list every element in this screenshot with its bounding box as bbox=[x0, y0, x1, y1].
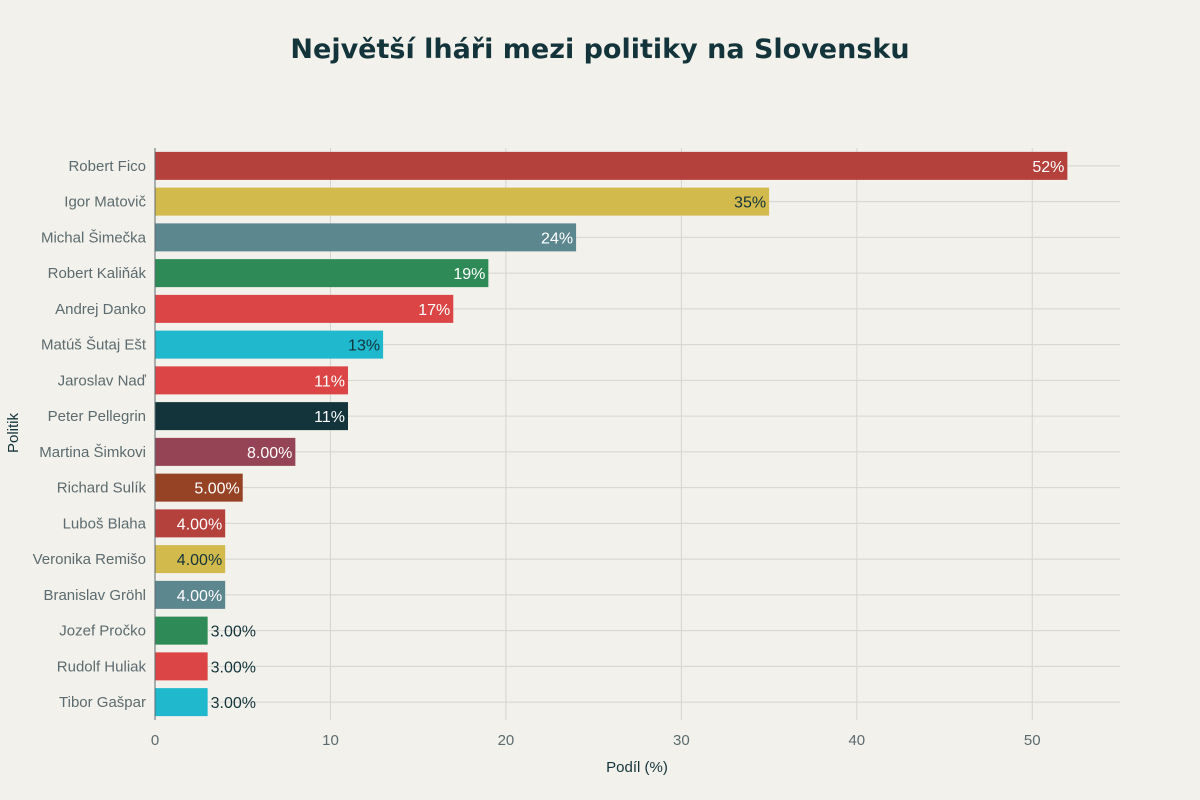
data-label: 52% bbox=[1032, 159, 1064, 176]
data-label: 11% bbox=[314, 409, 345, 426]
data-label: 4.00% bbox=[177, 552, 222, 569]
data-label: 11% bbox=[314, 373, 345, 390]
data-label: 19% bbox=[453, 266, 485, 283]
data-label: 35% bbox=[734, 195, 766, 212]
y-tick-label: Michal Šimečka bbox=[41, 229, 147, 246]
bars bbox=[155, 151, 1068, 717]
bar bbox=[155, 509, 226, 538]
y-axis-title: Politik bbox=[5, 412, 22, 453]
y-tick-label: Robert Fico bbox=[68, 158, 146, 175]
bar bbox=[155, 580, 226, 609]
bar bbox=[155, 187, 770, 216]
bar bbox=[155, 652, 208, 681]
bar bbox=[155, 259, 489, 288]
data-label: 24% bbox=[541, 230, 573, 247]
bar bbox=[155, 545, 226, 574]
x-tick-label: 10 bbox=[322, 732, 339, 749]
x-axis-title: Podíl (%) bbox=[606, 759, 668, 776]
y-tick-label: Richard Sulík bbox=[57, 480, 147, 497]
y-tick-label: Jaroslav Naď bbox=[58, 372, 147, 389]
y-tick-label: Veronika Remišo bbox=[33, 551, 146, 568]
y-tick-label: Jozef Pročko bbox=[59, 623, 146, 640]
y-tick-label: Andrej Danko bbox=[55, 301, 146, 318]
bar bbox=[155, 151, 1068, 180]
bar bbox=[155, 294, 454, 323]
y-tick-label: Robert Kaliňák bbox=[48, 265, 147, 282]
bar bbox=[155, 437, 296, 466]
data-label: 8.00% bbox=[247, 445, 292, 462]
bar bbox=[155, 688, 208, 717]
bar bbox=[155, 402, 348, 431]
y-tick-labels: Robert Fico Igor Matovič Michal Šimečka Rob… bbox=[33, 158, 147, 711]
chart-title: Největší lháři mezi politiky na Slovensk… bbox=[290, 34, 909, 65]
y-tick-label: Matúš Šutaj Ešt bbox=[41, 337, 147, 354]
data-label: 3.00% bbox=[211, 659, 256, 676]
y-tick-label: Rudolf Huliak bbox=[57, 658, 147, 675]
y-tick-label: Tibor Gašpar bbox=[59, 694, 146, 711]
bar bbox=[155, 223, 577, 252]
x-tick-label: 50 bbox=[1024, 732, 1041, 749]
bar bbox=[155, 473, 243, 502]
y-tick-label: Branislav Gröhl bbox=[43, 587, 146, 604]
y-tick-label: Martina Šimkovi bbox=[39, 444, 146, 461]
x-tick-labels: 0 10 20 30 40 50 bbox=[151, 732, 1041, 749]
x-tick-label: 20 bbox=[498, 732, 515, 749]
data-label: 4.00% bbox=[177, 588, 222, 605]
data-label: 17% bbox=[418, 302, 450, 319]
y-tick-label: Igor Matovič bbox=[64, 194, 146, 211]
y-tick-label: Peter Pellegrin bbox=[48, 408, 146, 425]
x-tick-label: 30 bbox=[673, 732, 690, 749]
x-tick-label: 40 bbox=[848, 732, 865, 749]
data-label: 5.00% bbox=[194, 481, 239, 498]
data-label: 4.00% bbox=[177, 516, 222, 533]
data-labels: 52% 35% 24% 19% 17% 13% 11% 11% 8.00% 5.00% 4.00% 4… bbox=[177, 159, 1065, 712]
data-label: 3.00% bbox=[211, 624, 256, 641]
data-label: 3.00% bbox=[211, 695, 256, 712]
x-tick-label: 0 bbox=[151, 732, 159, 749]
y-tick-label: Luboš Blaha bbox=[63, 515, 147, 532]
data-label: 13% bbox=[348, 338, 380, 355]
bar bbox=[155, 330, 384, 359]
bar bbox=[155, 366, 348, 395]
bar bbox=[155, 616, 208, 645]
